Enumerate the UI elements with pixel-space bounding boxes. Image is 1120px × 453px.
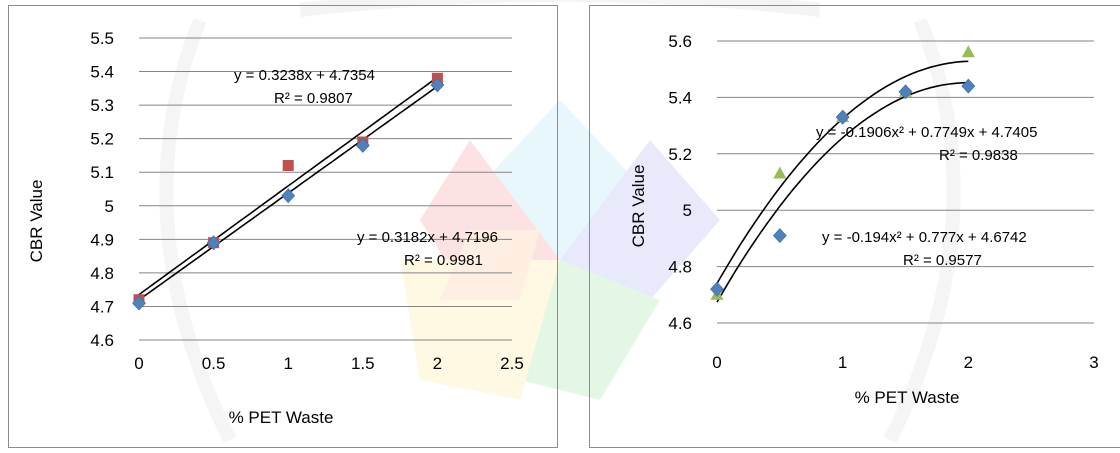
x-axis-ticks: 0 0.5 1 1.5 2 2.5: [134, 354, 524, 373]
y-tick-label: 5.3: [90, 96, 114, 115]
data-point-diamond: [355, 137, 370, 153]
x-tick-label: 0: [712, 353, 721, 372]
trendline-r2-2: R² = 0.9577: [903, 252, 982, 269]
x-tick-label: 3: [1089, 353, 1098, 372]
x-tick-label: 2.5: [500, 354, 524, 373]
trendline-equation-1: y = -0.1906x² + 0.7749x + 4.7405: [816, 124, 1037, 141]
y-tick-label: 5.4: [90, 63, 114, 82]
x-tick-label: 2: [433, 354, 442, 373]
y-tick-label: 5.1: [90, 163, 114, 182]
y-tick-label: 5: [683, 201, 692, 220]
data-point-diamond: [772, 228, 787, 244]
data-point-diamond: [206, 235, 221, 251]
trendline-equation-2: y = -0.194x² + 0.777x + 4.6742: [822, 229, 1027, 246]
x-tick-label: 0.5: [202, 354, 226, 373]
data-points: [710, 45, 976, 300]
trendline-2: [716, 81, 969, 303]
gridlines: [139, 37, 512, 341]
trendline-r2-1: R² = 0.9838: [939, 147, 1018, 164]
trendline-equation-2: y = 0.3182x + 4.7196: [357, 229, 498, 246]
x-axis-ticks: 0 1 2 3: [712, 353, 1098, 372]
x-tick-label: 0: [134, 354, 143, 373]
y-axis-title: CBR Value: [629, 165, 648, 248]
y-tick-label: 5: [105, 197, 114, 216]
data-point-triangle: [773, 166, 787, 179]
y-axis-ticks: 4.6 4.8 5 5.2 5.4 5.6: [668, 32, 692, 333]
data-point-diamond: [898, 84, 913, 100]
y-axis-ticks: 4.6 4.7 4.8 4.9 5 5.1 5.2 5.3 5.4 5.5: [90, 29, 114, 350]
x-tick-label: 1: [283, 354, 292, 373]
y-axis-title: CBR Value: [27, 180, 46, 263]
x-axis-title: % PET Waste: [229, 408, 334, 427]
data-point-triangle: [961, 45, 975, 58]
data-point-square: [282, 160, 294, 172]
y-tick-label: 4.9: [90, 230, 114, 249]
data-points: [132, 72, 445, 311]
polynomial-fit-chart: 4.6 4.8 5 5.2 5.4 5.6 0 1 2 3 % PET Waste CBR Va…: [629, 32, 1099, 407]
trendline-equation-1: y = 0.3238x + 4.7354: [234, 67, 375, 84]
gridlines: [717, 40, 1094, 324]
y-tick-label: 5.2: [90, 130, 114, 149]
trendline-1: [716, 60, 969, 284]
data-point-diamond: [281, 188, 296, 204]
x-tick-label: 1.5: [351, 354, 375, 373]
y-tick-label: 4.6: [668, 314, 692, 333]
chart-panel-right: 4.6 4.8 5 5.2 5.4 5.6 0 1 2 3 % PET Waste CBR Va…: [589, 5, 1120, 448]
y-tick-label: 4.8: [90, 264, 114, 283]
y-tick-label: 5.6: [668, 32, 692, 51]
y-tick-label: 5.2: [668, 145, 692, 164]
data-point-diamond: [961, 78, 976, 94]
linear-fit-chart: 4.6 4.7 4.8 4.9 5 5.1 5.2 5.3 5.4 5.5 0 0.5 1 1.5 2 2.…: [27, 29, 524, 427]
x-tick-label: 1: [838, 353, 847, 372]
data-point-diamond: [132, 295, 146, 311]
y-tick-label: 5.5: [90, 29, 114, 48]
trendline-1: [138, 76, 438, 296]
y-tick-label: 5.4: [668, 88, 692, 107]
trendline-r2-1: R² = 0.9807: [274, 90, 353, 107]
y-tick-label: 4.8: [668, 258, 692, 277]
x-axis-title: % PET Waste: [855, 388, 960, 407]
data-point-diamond: [835, 109, 850, 125]
y-tick-label: 4.7: [90, 297, 114, 316]
data-point-diamond: [710, 281, 724, 297]
trendline-r2-2: R² = 0.9981: [404, 252, 483, 269]
y-tick-label: 4.6: [90, 331, 114, 350]
x-tick-label: 2: [964, 353, 973, 372]
chart-panel-left: 4.6 4.7 4.8 4.9 5 5.1 5.2 5.3 5.4 5.5 0 0.5 1 1.5 2 2.…: [8, 5, 558, 448]
data-point-diamond: [430, 77, 445, 93]
